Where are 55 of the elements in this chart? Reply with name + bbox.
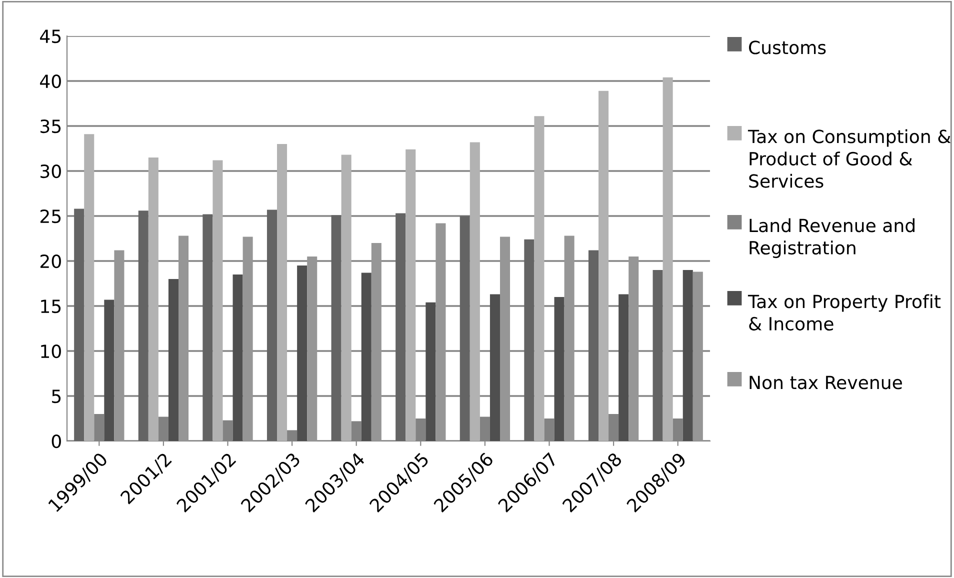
- y-tick-label: 10: [41, 344, 61, 358]
- bar: [297, 266, 308, 441]
- bar: [470, 142, 480, 441]
- bar: [692, 272, 703, 441]
- bar: [361, 272, 372, 441]
- bar: [426, 302, 436, 441]
- bar: [168, 279, 178, 441]
- bar: [74, 208, 84, 441]
- y-tick-label: 25: [40, 209, 61, 224]
- bar: [341, 154, 352, 441]
- legend-label: Tax on Consumption & Product of Good & Services: [748, 129, 951, 188]
- bar: [84, 134, 94, 441]
- bar: [436, 223, 446, 441]
- y-tick-label: 35: [40, 119, 61, 134]
- y-tick-label: 15: [41, 300, 61, 314]
- bar: [460, 216, 470, 441]
- bar: [138, 210, 148, 441]
- legend-label: Non tax Revenue: [750, 376, 902, 390]
- y-tick-label: 0: [52, 434, 61, 448]
- bar: [307, 256, 318, 441]
- bar: [178, 236, 189, 441]
- bar: [500, 236, 510, 441]
- bar: [396, 213, 406, 441]
- y-tick-label: 45: [40, 30, 61, 44]
- legend-label: Tax on Property Profit & Income: [748, 294, 941, 331]
- bar: [554, 297, 564, 441]
- legend-label: Land Revenue and Registration: [750, 218, 914, 258]
- y-tick-label: 30: [40, 164, 61, 178]
- y-tick-label: 20: [40, 254, 61, 268]
- bar: [618, 294, 629, 441]
- legend-label: Customs: [749, 40, 826, 54]
- bar: [490, 294, 500, 441]
- bar: [212, 160, 223, 441]
- bar: [104, 300, 114, 441]
- bar: [242, 236, 253, 441]
- bar: [371, 243, 382, 441]
- bar: [682, 270, 693, 441]
- bar: [114, 250, 124, 441]
- bar: [202, 214, 213, 441]
- bar: [662, 77, 673, 441]
- bar: [564, 236, 574, 441]
- bar: [652, 270, 663, 441]
- bar: [277, 144, 288, 441]
- bar: [628, 256, 639, 441]
- bar: [266, 210, 278, 441]
- bar: [588, 250, 599, 441]
- y-tick-label: 5: [52, 390, 61, 404]
- bar: [331, 215, 342, 441]
- bar: [534, 116, 544, 441]
- bar: [524, 239, 534, 441]
- bar: [148, 158, 158, 441]
- bar: [232, 274, 243, 441]
- bar: [406, 149, 416, 441]
- bar: [598, 90, 609, 441]
- y-tick-label: 40: [40, 74, 61, 88]
